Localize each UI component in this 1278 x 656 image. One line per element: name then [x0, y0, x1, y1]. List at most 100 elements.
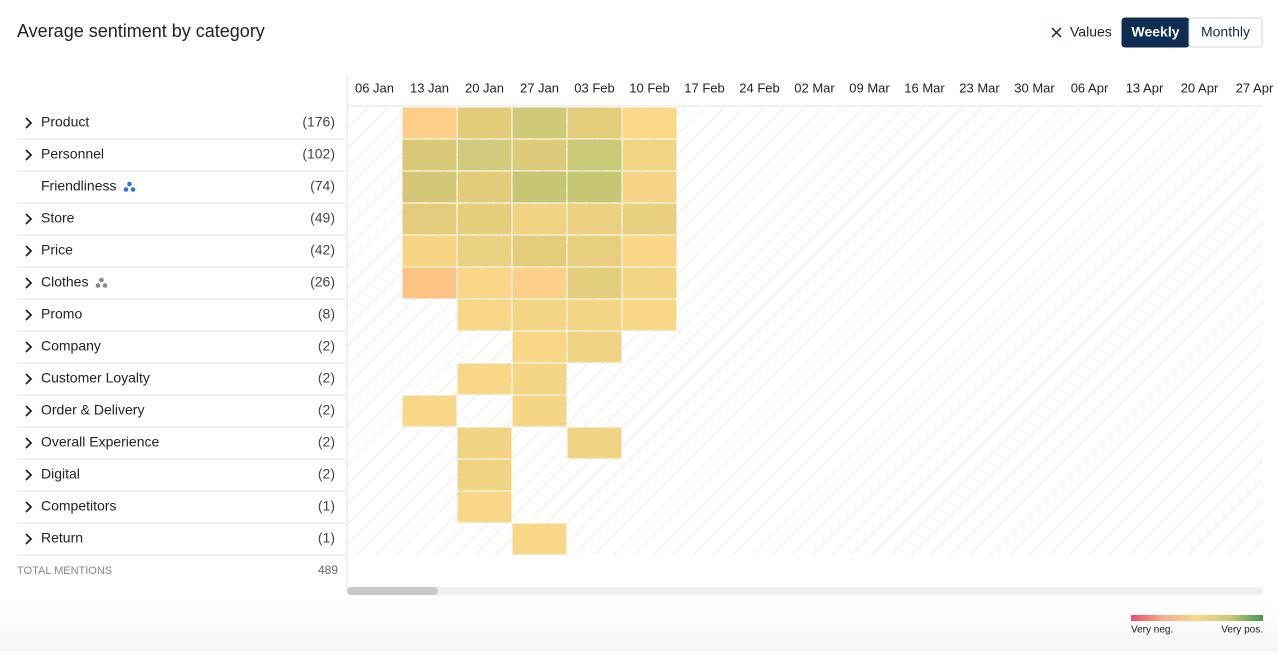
- heatmap-cell[interactable]: [457, 107, 512, 139]
- expand-chevron[interactable]: [25, 277, 33, 289]
- legend-bar: [1131, 615, 1263, 621]
- heatmap-cell[interactable]: [622, 235, 677, 267]
- heatmap-cell[interactable]: [567, 299, 622, 331]
- row-label[interactable]: Overall Experience: [41, 434, 159, 450]
- heatmap-cell[interactable]: [457, 299, 512, 331]
- legend-low: Very neg.: [1131, 625, 1173, 636]
- heatmap-cell[interactable]: [457, 363, 512, 395]
- row-count: (42): [310, 242, 335, 258]
- heatmap-cell[interactable]: [457, 459, 512, 491]
- column-label: 20 Jan: [465, 80, 504, 95]
- row-label[interactable]: Return: [41, 530, 83, 546]
- heatmap-cell[interactable]: [567, 235, 622, 267]
- heatmap-cell[interactable]: [512, 299, 567, 331]
- heatmap-cell[interactable]: [512, 107, 567, 139]
- heatmap-cell[interactable]: [512, 171, 567, 203]
- footer-shade: [0, 600, 1278, 651]
- heatmap-cell[interactable]: [512, 363, 567, 395]
- row-count: (2): [318, 402, 335, 418]
- row-count: (1): [318, 498, 335, 514]
- view-button[interactable]: [1188, 17, 1263, 48]
- heatmap-cell[interactable]: [402, 235, 457, 267]
- cluster-icon-dot: [127, 181, 132, 187]
- heatmap-cell[interactable]: [457, 427, 512, 459]
- expand-chevron[interactable]: [25, 309, 33, 321]
- heatmap-cell[interactable]: [512, 523, 567, 555]
- heatmap-cell[interactable]: [512, 331, 567, 363]
- heatmap-cell[interactable]: [512, 395, 567, 427]
- expand-chevron[interactable]: [25, 405, 33, 417]
- column-label: 24 Feb: [739, 80, 779, 95]
- cluster-icon-dot: [123, 187, 129, 192]
- column-label: 23 Mar: [959, 80, 1000, 95]
- expand-chevron[interactable]: [25, 149, 33, 161]
- heatmap-cell[interactable]: [402, 139, 457, 171]
- heatmap-cell[interactable]: [457, 491, 512, 523]
- row-label[interactable]: Price: [41, 242, 73, 258]
- expand-chevron[interactable]: [25, 341, 33, 353]
- heatmap-cell[interactable]: [622, 171, 677, 203]
- view-label[interactable]: Monthly: [1201, 24, 1250, 40]
- total-value: 489: [318, 563, 338, 577]
- heatmap-cell[interactable]: [622, 267, 677, 299]
- heatmap-cell[interactable]: [622, 299, 677, 331]
- heatmap-cell[interactable]: [457, 235, 512, 267]
- heatmap-cell[interactable]: [402, 107, 457, 139]
- heatmap-cell[interactable]: [567, 427, 622, 459]
- expand-chevron[interactable]: [25, 501, 33, 513]
- heatmap-cell[interactable]: [402, 171, 457, 203]
- heatmap-cell[interactable]: [402, 395, 457, 427]
- expand-chevron[interactable]: [25, 533, 33, 545]
- heatmap-cell[interactable]: [402, 267, 457, 299]
- row-label[interactable]: Personnel: [41, 146, 104, 162]
- heatmap-cell[interactable]: [567, 331, 622, 363]
- header-bar: [0, 75, 1278, 107]
- row-label[interactable]: Company: [41, 338, 101, 354]
- heatmap-cell[interactable]: [457, 203, 512, 235]
- heatmap-cell[interactable]: [402, 203, 457, 235]
- row-count: (74): [310, 178, 335, 194]
- heatmap-cell[interactable]: [622, 139, 677, 171]
- heatmap-cell[interactable]: [567, 267, 622, 299]
- heatmap-cell[interactable]: [512, 267, 567, 299]
- scroll-track[interactable]: [347, 587, 1263, 595]
- row-label[interactable]: Digital: [41, 466, 80, 482]
- row-label[interactable]: Store: [41, 210, 75, 226]
- row-label[interactable]: Competitors: [41, 498, 116, 514]
- row-label[interactable]: Order & Delivery: [41, 402, 144, 418]
- heatmap-cell[interactable]: [457, 267, 512, 299]
- expand-chevron[interactable]: [25, 245, 33, 257]
- expand-chevron[interactable]: [25, 437, 33, 449]
- expand-chevron[interactable]: [25, 117, 33, 129]
- heatmap-cell[interactable]: [567, 171, 622, 203]
- expand-chevron[interactable]: [25, 469, 33, 481]
- row-count: (49): [310, 210, 335, 226]
- column-label: 30 Mar: [1014, 80, 1055, 95]
- heatmap-cell[interactable]: [622, 107, 677, 139]
- cluster-icon-dot: [95, 283, 101, 288]
- values-label[interactable]: Values: [1070, 24, 1112, 40]
- column-label: 13 Jan: [410, 80, 449, 95]
- row-label[interactable]: Promo: [41, 306, 82, 322]
- heatmap-cell[interactable]: [512, 203, 567, 235]
- scroll-thumb[interactable]: [347, 587, 438, 595]
- row-label[interactable]: Customer Loyalty: [41, 370, 150, 386]
- column-label: 06 Jan: [355, 80, 394, 95]
- row-label[interactable]: Product: [41, 114, 89, 130]
- row-label[interactable]: Friendliness: [41, 178, 116, 194]
- heatmap-cell[interactable]: [457, 171, 512, 203]
- expand-chevron[interactable]: [25, 373, 33, 385]
- heatmap-cell[interactable]: [567, 107, 622, 139]
- row-label[interactable]: Clothes: [41, 274, 88, 290]
- heatmap-cell[interactable]: [622, 203, 677, 235]
- values-toggle[interactable]: Values: [1051, 24, 1112, 40]
- heatmap-cell[interactable]: [567, 139, 622, 171]
- view-label[interactable]: Weekly: [1132, 24, 1180, 40]
- heatmap-cell[interactable]: [567, 203, 622, 235]
- expand-chevron[interactable]: [25, 213, 33, 225]
- heatmap-cell[interactable]: [512, 235, 567, 267]
- row-count: (2): [318, 370, 335, 386]
- heatmap-cell[interactable]: [457, 139, 512, 171]
- heatmap-cell[interactable]: [512, 139, 567, 171]
